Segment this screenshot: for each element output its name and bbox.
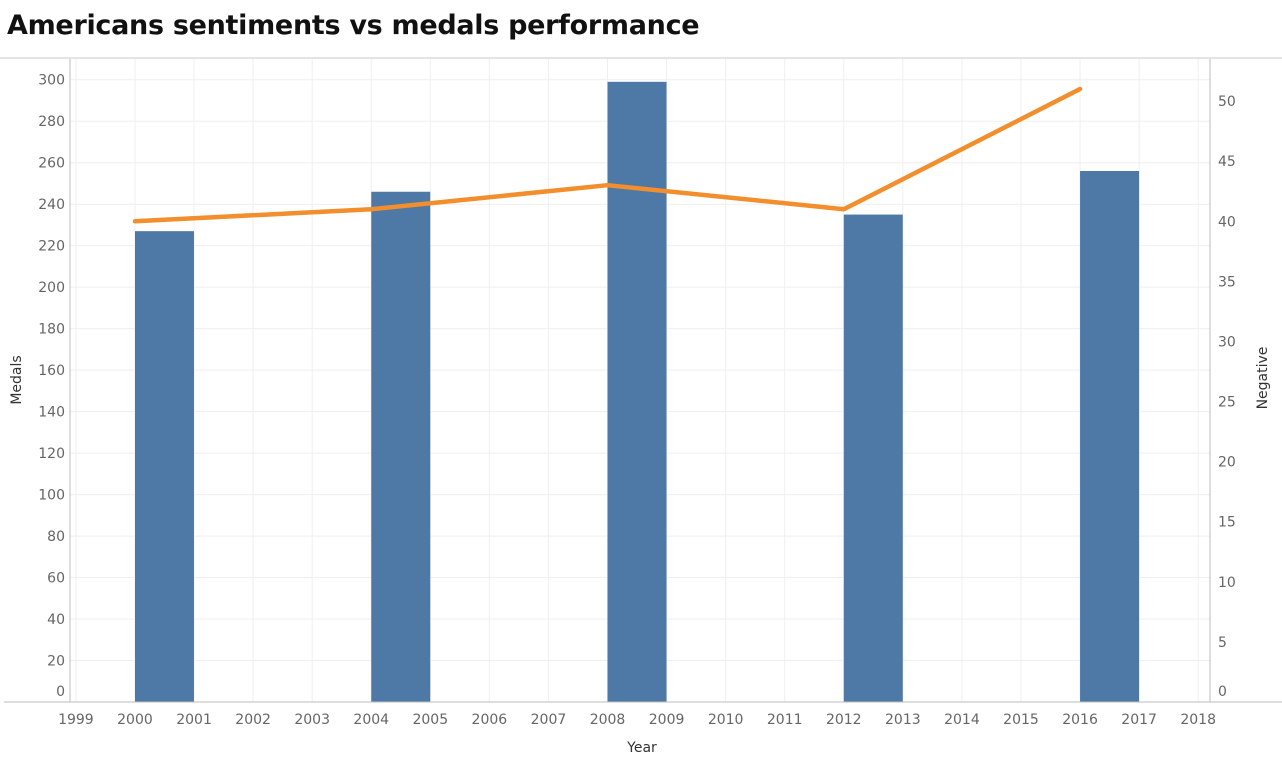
x-tick-label: 2005 [412,712,448,728]
negative-line [132,86,1083,224]
right-tick-label: 50 [1218,94,1236,110]
x-tick-label: 2004 [353,712,389,728]
right-tick-label: 10 [1218,575,1236,591]
medals-bar-2012 [843,214,903,702]
right-axis-ticks: 0 5 10 15 20 25 30 35 40 45 50 [1218,94,1236,700]
left-tick-label: 240 [38,197,65,213]
x-tick-label: 2011 [767,712,803,728]
x-tick-label: 2006 [472,712,508,728]
x-axis-label: Year [626,740,657,756]
left-tick-label: 200 [38,280,65,296]
right-tick-label: 15 [1218,515,1236,531]
left-axis-label: Medals [9,355,25,404]
right-tick-label: 30 [1218,334,1236,350]
x-tick-label: 2000 [117,712,153,728]
x-tick-label: 2013 [885,712,921,728]
medals-bar-2008 [607,81,667,702]
left-tick-label: 160 [38,363,65,379]
right-axis-label: Negative [1255,347,1271,410]
medals-bar-2016 [1080,171,1140,702]
left-tick-label: 0 [56,684,65,700]
left-tick-label: 120 [38,446,65,462]
x-tick-label: 2008 [590,712,626,728]
left-tick-label: 100 [38,488,65,504]
medals-bar-2004 [371,191,431,702]
x-tick-label: 2016 [1062,712,1098,728]
right-tick-label: 40 [1218,214,1236,230]
x-tick-label: 2017 [1121,712,1157,728]
left-tick-label: 140 [38,405,65,421]
x-tick-label: 2014 [944,712,980,728]
right-tick-label: 45 [1218,154,1236,170]
left-axis-ticks: 0 20 40 60 80 100 120 140 160 180 200 220 240 260 280 3… [38,73,65,700]
medals-bar-2000 [134,231,194,702]
axes [4,59,1282,703]
x-tick-label: 2002 [235,712,271,728]
x-axis-ticks: 1999 2000 2001 2002 2003 2004 2005 2006 2007 2008… [58,712,1216,728]
chart-title: Americans sentiments vs medals performan… [7,10,700,41]
right-tick-label: 0 [1218,684,1227,700]
right-tick-label: 35 [1218,274,1236,290]
left-tick-label: 180 [38,322,65,338]
bar-series-medals [134,81,1140,702]
left-tick-label: 20 [47,654,65,670]
right-tick-label: 20 [1218,455,1236,471]
left-tick-label: 260 [38,156,65,172]
x-tick-label: 2010 [708,712,744,728]
x-tick-label: 2009 [649,712,685,728]
x-tick-label: 1999 [58,712,94,728]
left-tick-label: 220 [38,239,65,255]
left-tick-label: 280 [38,114,65,130]
left-tick-label: 300 [38,73,65,89]
x-tick-label: 2018 [1180,712,1216,728]
x-tick-label: 2003 [294,712,330,728]
x-tick-label: 2012 [826,712,862,728]
x-tick-label: 2015 [1003,712,1039,728]
right-tick-label: 25 [1218,395,1236,411]
line-series-negative [132,86,1083,224]
left-tick-label: 80 [47,529,65,545]
left-tick-label: 60 [47,571,65,587]
x-tick-label: 2001 [176,712,212,728]
x-tick-label: 2007 [531,712,567,728]
right-tick-label: 5 [1218,635,1227,651]
left-tick-label: 40 [47,612,65,628]
